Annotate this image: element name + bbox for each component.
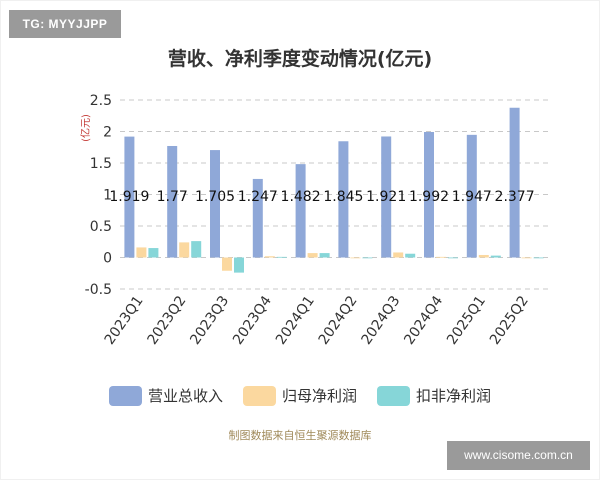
bar-deducted-net-profit (148, 248, 159, 258)
bar-deducted-net-profit (234, 257, 244, 273)
bar-net-profit (307, 253, 318, 258)
bar-deducted-net-profit (405, 253, 416, 258)
bar-net-profit (393, 252, 404, 258)
watermark-bottom-right: www.cisome.com.cn (447, 441, 590, 470)
data-label: 1.992 (409, 189, 449, 205)
bar-deducted-net-profit (362, 257, 373, 259)
legend-item-net-profit[interactable]: 归母净利润 (242, 385, 357, 406)
y-tick-label: 0 (103, 251, 112, 267)
data-label: 1.705 (195, 189, 235, 205)
chart-title: 营收、净利季度变动情况(亿元) (167, 48, 433, 70)
bar-net-profit (264, 256, 275, 258)
y-tick-label: 1 (103, 188, 112, 204)
bar-revenue (210, 150, 220, 258)
x-tick-label: 2023Q4 (230, 293, 275, 348)
legend-label-revenue: 营业总收入 (147, 387, 223, 405)
data-label: 1.921 (366, 189, 406, 205)
y-tick-label: 0.5 (90, 219, 112, 235)
y-tick-label: -0.5 (85, 282, 112, 298)
bar-layer (124, 107, 544, 273)
bar-revenue (424, 132, 434, 258)
legend: 营业总收入 归母净利润 扣非净利润 (0, 385, 600, 406)
x-tick-label: 2025Q1 (444, 293, 489, 348)
data-label-layer: 1.919 1.77 1.705 1.247 1.482 1.845 1.921 1.992 1… (109, 189, 534, 205)
x-tick-label: 2023Q3 (187, 293, 232, 348)
source-note: 制图数据来自恒生聚源数据库 (228, 429, 372, 442)
bar-revenue (466, 134, 477, 258)
data-label: 1.845 (323, 189, 363, 205)
y-tick-label: 2 (103, 125, 112, 141)
data-label: 1.947 (452, 189, 492, 205)
bar-deducted-net-profit (191, 241, 202, 258)
bar-revenue (124, 136, 135, 258)
bar-revenue (509, 107, 520, 258)
legend-swatch-deducted-net-profit (377, 385, 410, 406)
data-label: 1.77 (157, 189, 188, 205)
bar-revenue (381, 136, 392, 258)
bar-deducted-net-profit (490, 255, 501, 258)
bar-deducted-net-profit (319, 253, 330, 258)
legend-item-revenue[interactable]: 营业总收入 (108, 385, 223, 406)
bar-net-profit (222, 257, 232, 271)
data-label: 1.482 (281, 189, 321, 205)
legend-swatch-revenue (108, 385, 142, 406)
bar-deducted-net-profit (276, 256, 287, 258)
bar-deducted-net-profit (533, 257, 544, 259)
bar-net-profit (478, 254, 489, 258)
bar-net-profit (350, 257, 361, 259)
bar-net-profit (179, 242, 190, 258)
watermark-top-left: TG: MYYJJPP (9, 10, 121, 38)
data-label: 2.377 (495, 189, 535, 205)
y-tick-label: 1.5 (90, 156, 112, 172)
y-tick-label: 2.5 (90, 93, 112, 109)
legend-swatch-net-profit (242, 385, 276, 406)
x-tick-label: 2024Q2 (316, 293, 361, 348)
x-tick-label: 2024Q4 (401, 293, 446, 348)
bar-net-profit (521, 257, 532, 259)
data-label: 1.247 (238, 189, 278, 205)
bar-revenue (295, 164, 306, 258)
x-axis-ticks: 2023Q12023Q22023Q32023Q42024Q12024Q22024… (102, 293, 532, 348)
bar-net-profit (136, 247, 147, 258)
x-tick-label: 2024Q1 (273, 293, 318, 348)
bar-revenue (338, 141, 349, 258)
x-tick-label: 2023Q2 (145, 293, 190, 348)
data-label: 1.919 (109, 189, 149, 205)
bar-revenue (167, 145, 178, 258)
legend-label-deducted-net-profit: 扣非净利润 (416, 387, 492, 405)
legend-label-net-profit: 归母净利润 (281, 387, 357, 405)
x-tick-label: 2023Q1 (102, 293, 147, 348)
bar-revenue (252, 178, 263, 258)
x-tick-label: 2024Q3 (359, 293, 404, 348)
x-tick-label: 2025Q2 (487, 293, 532, 348)
legend-item-deducted-net-profit[interactable]: 扣非净利润 (377, 385, 491, 406)
y-axis-ticks: 2.5 2 1.5 1 0.5 0 -0.5 (85, 93, 112, 298)
bar-deducted-net-profit (448, 257, 458, 259)
bar-net-profit (436, 256, 446, 258)
